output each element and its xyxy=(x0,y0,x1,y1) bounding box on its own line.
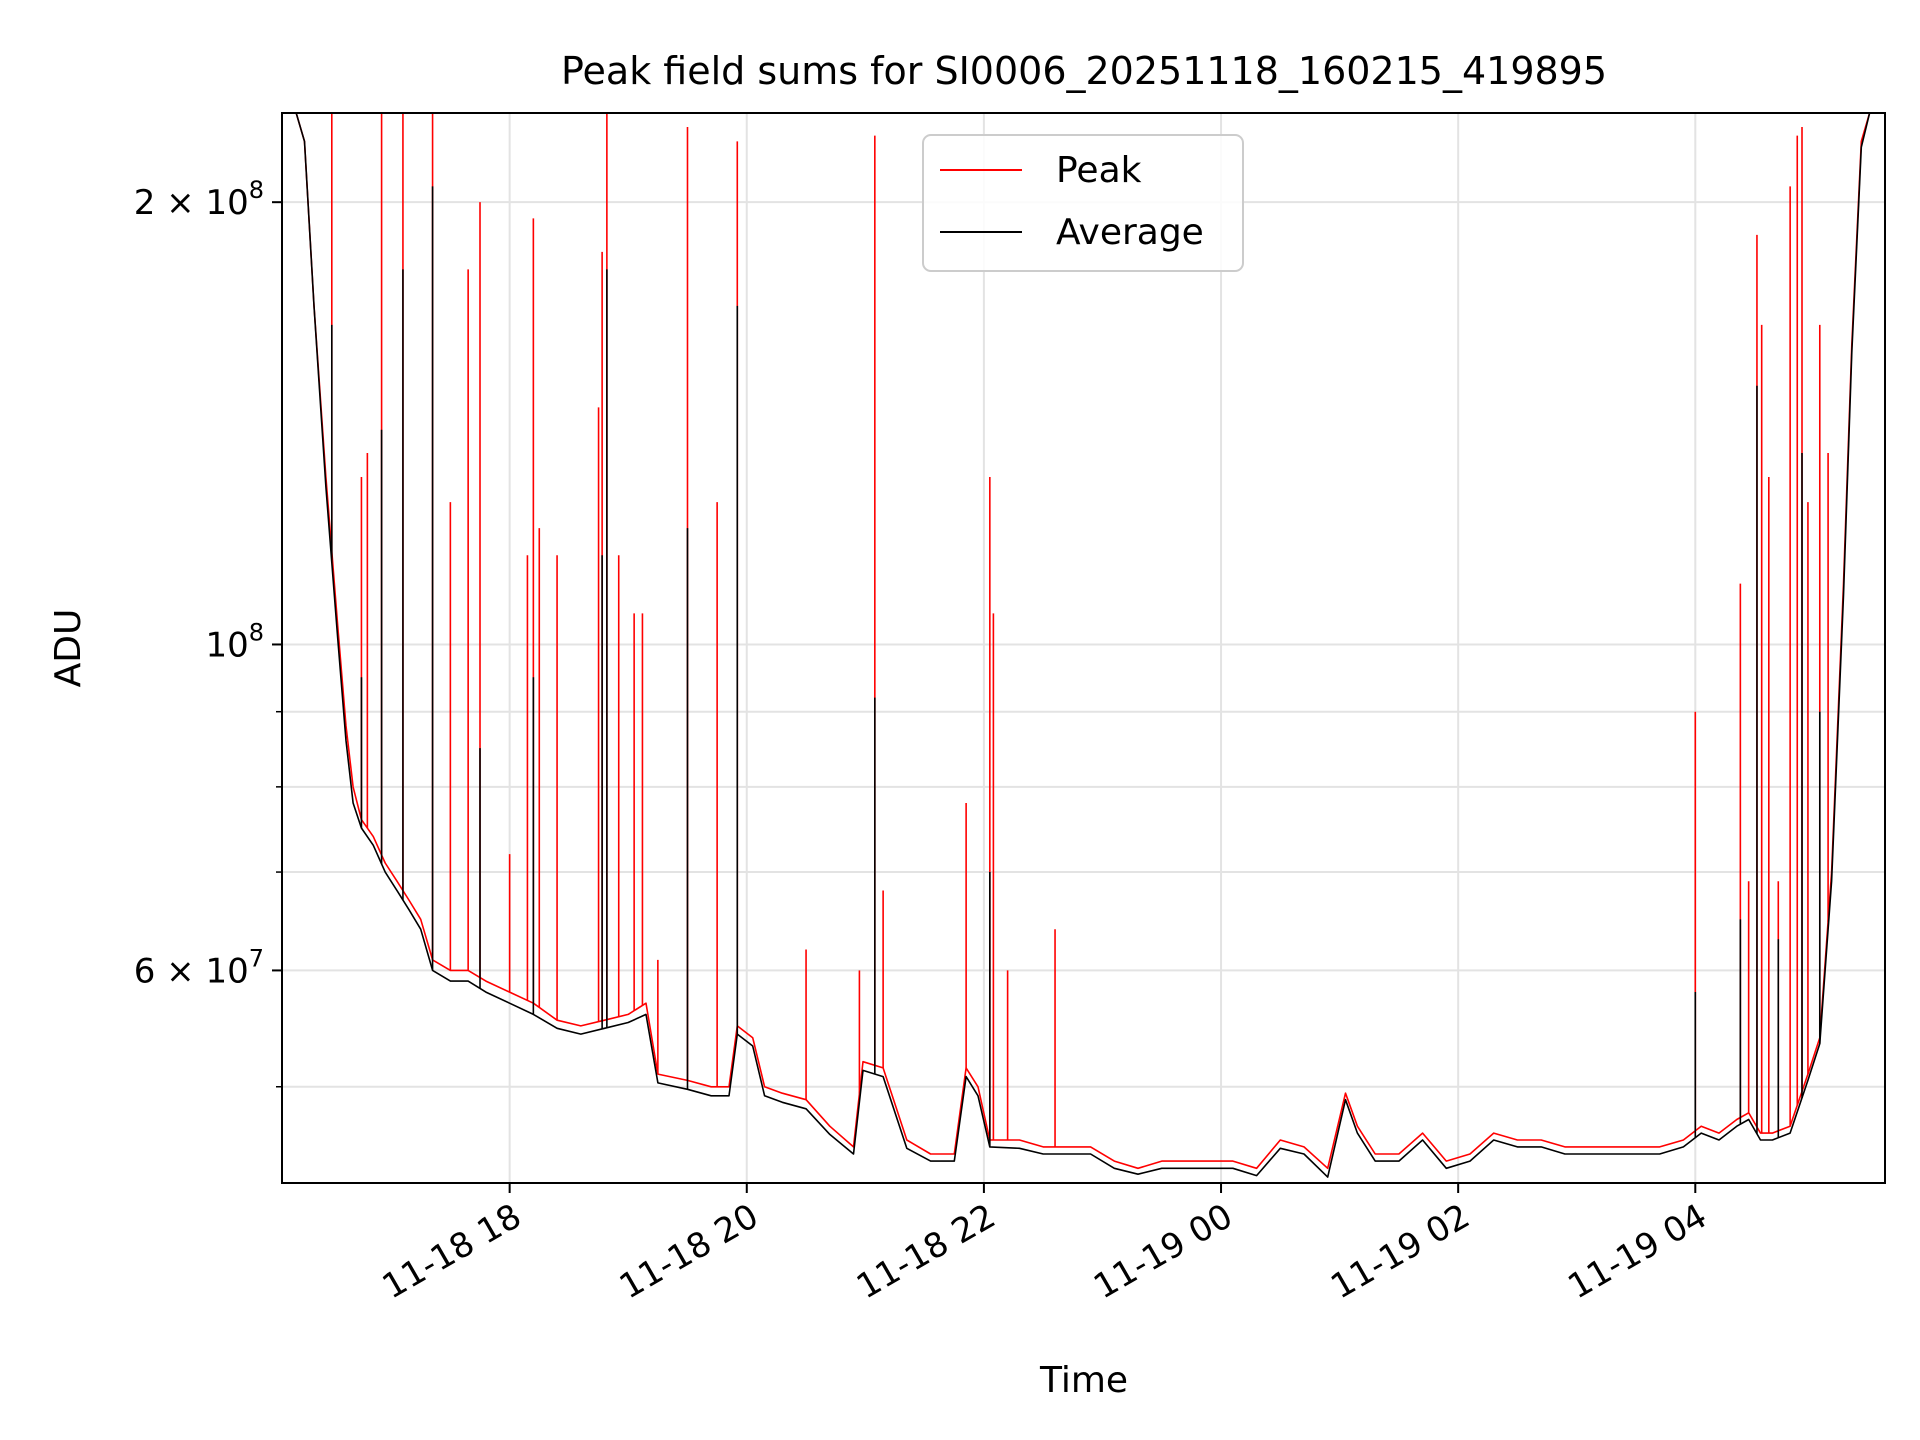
legend: Peak Average xyxy=(922,134,1244,272)
plot-frame xyxy=(281,112,1886,1184)
series-average xyxy=(282,113,1885,1178)
y-axis-label: ADU xyxy=(48,609,89,688)
y-tick-label: 6 × 107 xyxy=(134,944,264,991)
grid xyxy=(282,113,1885,1183)
y-tick-label: 108 xyxy=(205,618,264,665)
y-tick-label: 2 × 108 xyxy=(134,176,264,223)
legend-label-average: Average xyxy=(1056,212,1204,253)
x-axis-label: Time xyxy=(1039,1360,1128,1401)
series-line-peak xyxy=(282,113,1885,1170)
series-layer xyxy=(282,113,1885,1178)
chart-title: Peak field sums for SI0006_20251118_1602… xyxy=(561,49,1607,93)
legend-label-peak: Peak xyxy=(1056,150,1142,191)
series-line-average xyxy=(282,113,1885,1178)
